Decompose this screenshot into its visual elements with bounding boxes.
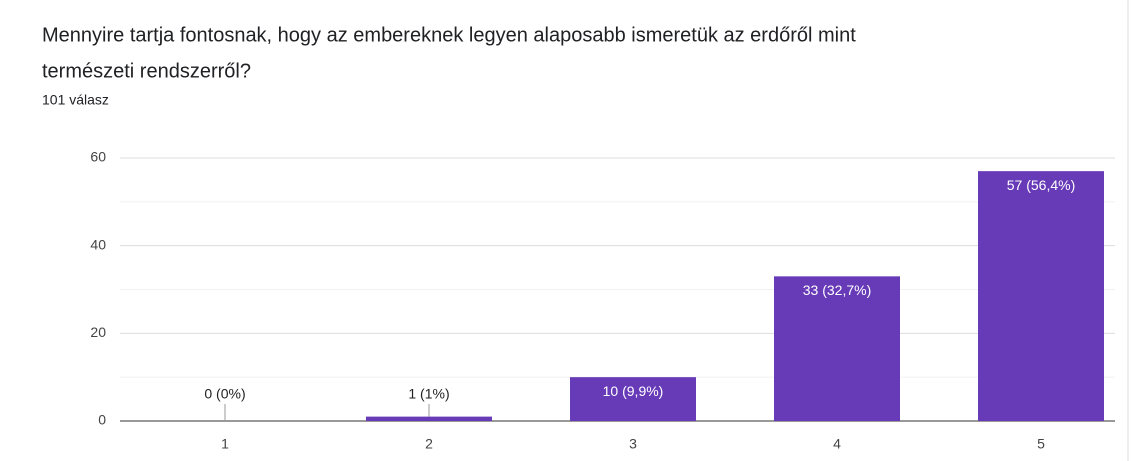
bar [366,416,492,421]
x-tick-label: 4 [833,436,841,452]
x-tick-label: 2 [425,436,433,452]
chart-subtitle: 101 válasz [42,92,109,108]
data-label: 0 (0%) [204,386,245,402]
y-tick-label: 40 [90,236,106,252]
x-tick-label: 3 [629,436,637,452]
bar [978,171,1104,421]
bar [570,377,696,421]
data-label: 1 (1%) [408,386,449,402]
y-tick-label: 60 [90,149,106,165]
data-label: 10 (9,9%) [603,383,664,399]
x-tick-label: 1 [221,436,229,452]
chart-title: természeti rendszerről? [42,60,251,82]
x-tick-label: 5 [1037,436,1045,452]
chart-title: Mennyire tartja fontosnak, hogy az ember… [42,24,856,46]
bar [774,276,900,421]
y-tick-label: 0 [98,412,106,428]
data-label: 57 (56,4%) [1007,177,1075,193]
y-tick-label: 20 [90,324,106,340]
data-label: 33 (32,7%) [803,282,871,298]
